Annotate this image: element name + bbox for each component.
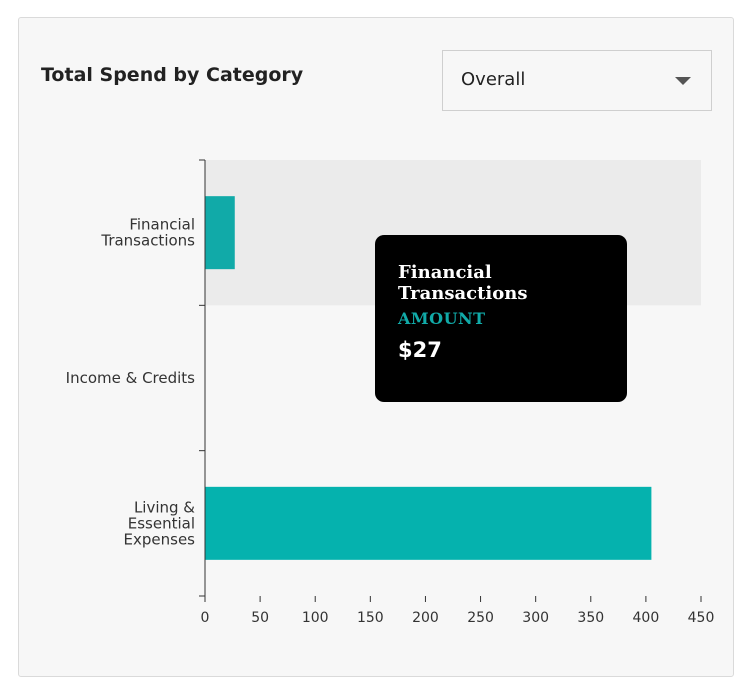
x-tick-label: 0 xyxy=(201,610,210,626)
category-label: Financial Transactions xyxy=(100,216,195,250)
x-tick-label: 400 xyxy=(633,610,660,626)
bar-living-essential-expenses[interactable] xyxy=(205,486,652,560)
category-label-line: Essential xyxy=(128,514,195,532)
category-label-line: Transactions xyxy=(100,232,195,250)
tooltip-title: Financial Transactions xyxy=(398,262,528,304)
chevron-down-icon xyxy=(675,77,691,85)
x-tick-label: 50 xyxy=(251,610,269,626)
category-label: Living & Essential Expenses xyxy=(124,498,196,548)
x-tick-label: 250 xyxy=(467,610,494,626)
x-tick-label: 200 xyxy=(412,610,439,626)
category-label: Income & Credits xyxy=(66,369,196,387)
category-label-line: Expenses xyxy=(124,530,196,548)
category-label-line: Financial xyxy=(129,216,195,234)
x-tick-label: 150 xyxy=(357,610,384,626)
tooltip-value: $27 xyxy=(398,338,442,362)
x-tick-label: 300 xyxy=(522,610,549,626)
x-tick-label: 350 xyxy=(577,610,604,626)
category-label-line: Living & xyxy=(134,498,195,516)
dropdown-selected-value: Overall xyxy=(461,69,526,90)
tooltip-label: AMOUNT xyxy=(398,309,486,328)
x-tick-label: 450 xyxy=(688,610,715,626)
chart-tooltip: Financial Transactions AMOUNT $27 xyxy=(375,235,627,402)
category-label-line: Income & Credits xyxy=(66,369,196,387)
x-tick-label: 100 xyxy=(302,610,329,626)
bar-financial-transactions[interactable] xyxy=(205,196,235,270)
category-filter-dropdown[interactable]: Overall xyxy=(442,50,712,111)
chart-title: Total Spend by Category xyxy=(41,64,304,86)
